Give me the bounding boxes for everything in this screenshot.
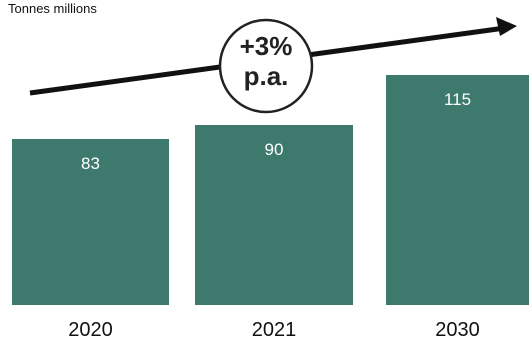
bar-2021 (195, 125, 353, 305)
bar-2020 (12, 139, 169, 305)
growth-rate-label: +3% (240, 31, 293, 61)
growth-period-label: p.a. (244, 61, 289, 91)
bar-2030 (386, 75, 529, 305)
category-labels-group: 2020 2021 2030 (68, 319, 480, 341)
category-label-2020: 2020 (68, 319, 113, 341)
bar-value-label-2030: 115 (444, 90, 471, 109)
bar-labels-group: 83 90 115 (81, 90, 471, 173)
unit-label: Tonnes millions (8, 1, 97, 16)
category-label-2021: 2021 (252, 319, 297, 341)
category-label-2030: 2030 (435, 319, 480, 341)
bar-value-label-2021: 90 (265, 140, 284, 159)
trend-arrow-head (496, 17, 517, 36)
bars-group (12, 75, 529, 305)
bar-value-label-2020: 83 (81, 154, 100, 173)
growth-badge (218, 18, 314, 114)
